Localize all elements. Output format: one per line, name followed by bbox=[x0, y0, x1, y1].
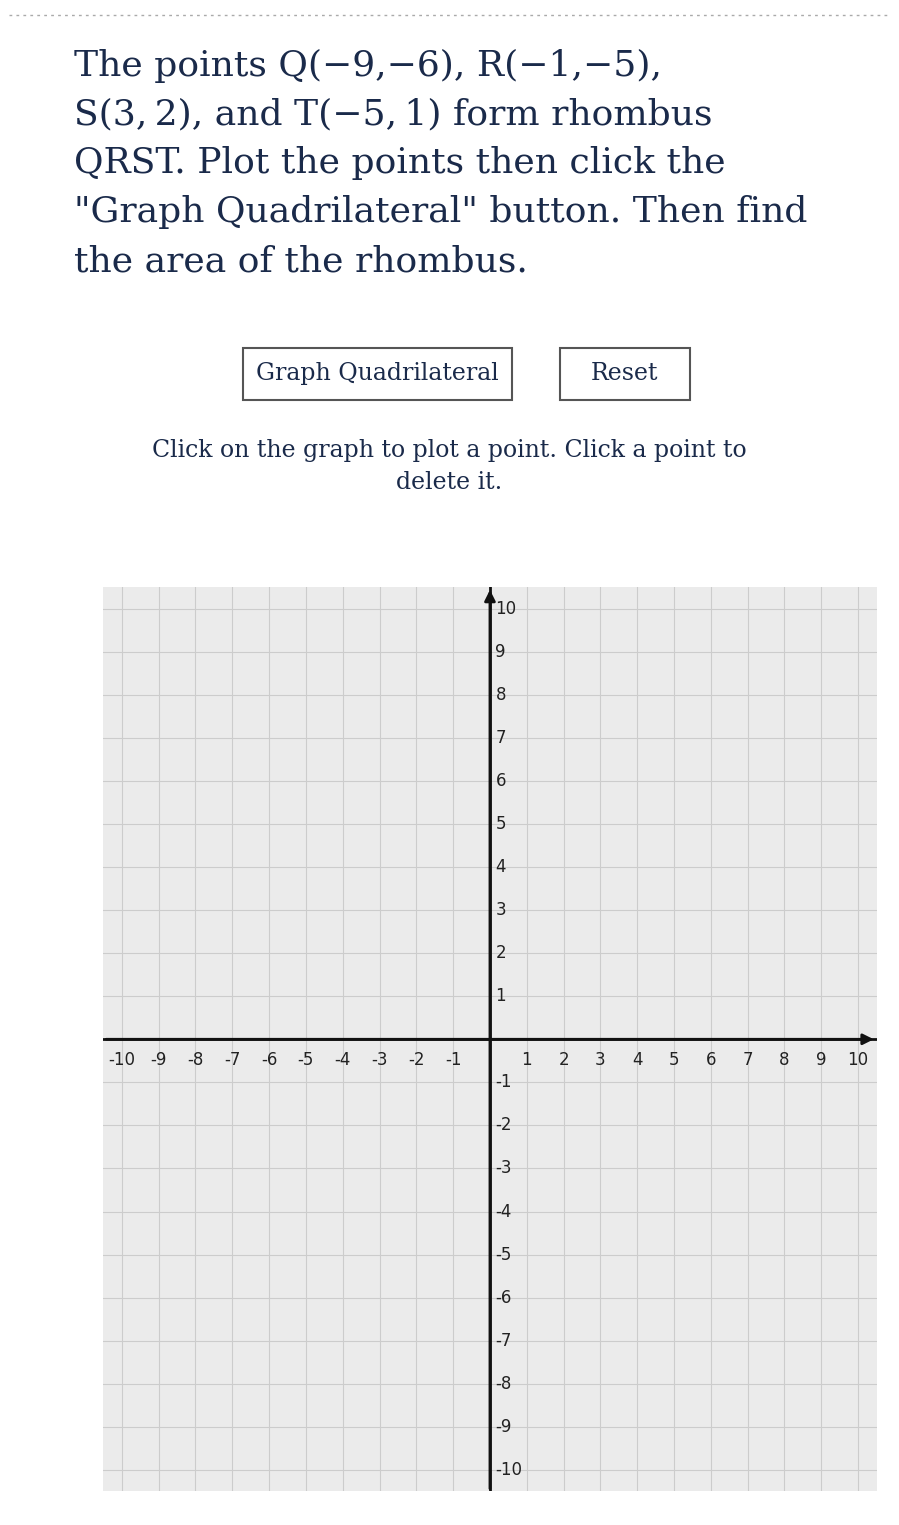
Text: QRST. Plot the points then click the: QRST. Plot the points then click the bbox=[74, 146, 725, 180]
Text: -10: -10 bbox=[108, 1051, 135, 1069]
Text: -3: -3 bbox=[371, 1051, 387, 1069]
Text: 5: 5 bbox=[495, 814, 506, 833]
Text: 2: 2 bbox=[558, 1051, 569, 1069]
Text: 9: 9 bbox=[495, 642, 506, 660]
Text: -4: -4 bbox=[495, 1203, 512, 1220]
Text: -8: -8 bbox=[495, 1376, 512, 1392]
Text: The points Q(−9,−6), R(−1,−5),: The points Q(−9,−6), R(−1,−5), bbox=[74, 49, 662, 82]
Text: -6: -6 bbox=[261, 1051, 277, 1069]
Text: -2: -2 bbox=[408, 1051, 424, 1069]
Text: 7: 7 bbox=[495, 729, 506, 747]
Text: 3: 3 bbox=[595, 1051, 606, 1069]
Text: -1: -1 bbox=[445, 1051, 461, 1069]
Text: 2: 2 bbox=[495, 944, 506, 962]
Text: 8: 8 bbox=[495, 686, 506, 703]
Text: -10: -10 bbox=[495, 1461, 522, 1479]
Text: S(3, 2), and T(−5, 1) form rhombus: S(3, 2), and T(−5, 1) form rhombus bbox=[74, 98, 712, 131]
Text: 6: 6 bbox=[495, 772, 506, 790]
Text: 10: 10 bbox=[495, 599, 517, 618]
Text: 9: 9 bbox=[816, 1051, 826, 1069]
Text: -9: -9 bbox=[495, 1418, 512, 1437]
Text: 3: 3 bbox=[495, 901, 506, 920]
Text: Click on the graph to plot a point. Click a point to
delete it.: Click on the graph to plot a point. Clic… bbox=[152, 439, 747, 494]
Text: -7: -7 bbox=[224, 1051, 240, 1069]
Text: Reset: Reset bbox=[591, 361, 659, 386]
Text: -6: -6 bbox=[495, 1289, 512, 1307]
Text: -5: -5 bbox=[495, 1246, 512, 1264]
Text: "Graph Quadrilateral" button. Then find: "Graph Quadrilateral" button. Then find bbox=[74, 195, 807, 229]
Text: 8: 8 bbox=[779, 1051, 789, 1069]
Text: 1: 1 bbox=[521, 1051, 532, 1069]
Text: the area of the rhombus.: the area of the rhombus. bbox=[74, 244, 528, 278]
Text: -2: -2 bbox=[495, 1116, 512, 1135]
Text: 1: 1 bbox=[495, 987, 506, 1005]
Text: 6: 6 bbox=[706, 1051, 717, 1069]
Text: -1: -1 bbox=[495, 1074, 512, 1092]
Text: Graph Quadrilateral: Graph Quadrilateral bbox=[256, 361, 499, 386]
Text: -5: -5 bbox=[298, 1051, 314, 1069]
Text: -7: -7 bbox=[495, 1331, 512, 1350]
Text: -9: -9 bbox=[150, 1051, 167, 1069]
Text: 7: 7 bbox=[743, 1051, 753, 1069]
Text: -3: -3 bbox=[495, 1159, 512, 1177]
Text: -4: -4 bbox=[334, 1051, 351, 1069]
Text: 4: 4 bbox=[632, 1051, 643, 1069]
Text: 5: 5 bbox=[669, 1051, 680, 1069]
Text: 4: 4 bbox=[495, 859, 506, 875]
Text: 10: 10 bbox=[848, 1051, 868, 1069]
Text: -8: -8 bbox=[187, 1051, 203, 1069]
